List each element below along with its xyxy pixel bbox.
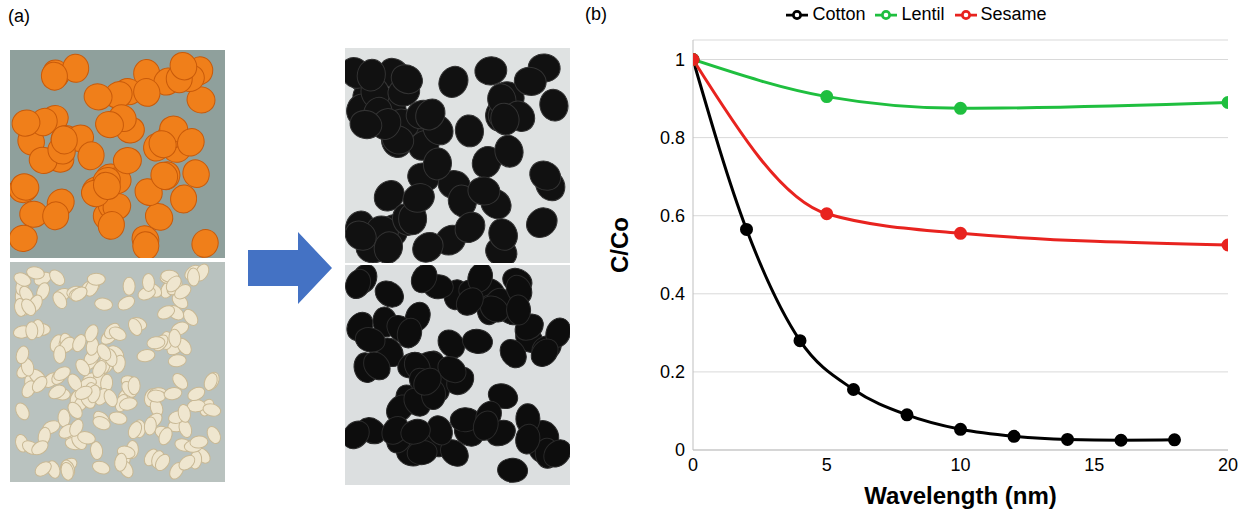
- svg-text:5: 5: [822, 455, 832, 475]
- svg-text:0.8: 0.8: [660, 128, 685, 148]
- svg-text:20: 20: [1218, 455, 1238, 475]
- svg-text:10: 10: [950, 455, 970, 475]
- svg-text:0.2: 0.2: [660, 362, 685, 382]
- svg-text:C/Co: C/Co: [606, 217, 633, 273]
- svg-text:0.6: 0.6: [660, 206, 685, 226]
- svg-text:Wavelength (nm): Wavelength (nm): [864, 482, 1056, 509]
- svg-text:1: 1: [675, 50, 685, 70]
- svg-text:0: 0: [675, 440, 685, 460]
- html-text:Lentil: Lentil: [901, 4, 945, 24]
- svg-text:0: 0: [688, 455, 698, 475]
- svg-text:(a): (a): [8, 6, 30, 26]
- svg-text:0.4: 0.4: [660, 284, 685, 304]
- svg-text:15: 15: [1084, 455, 1104, 475]
- html-text:Cotton: Cotton: [812, 4, 866, 24]
- html-text:(b): (b): [585, 4, 607, 24]
- html-text:Sesame: Sesame: [980, 4, 1047, 24]
